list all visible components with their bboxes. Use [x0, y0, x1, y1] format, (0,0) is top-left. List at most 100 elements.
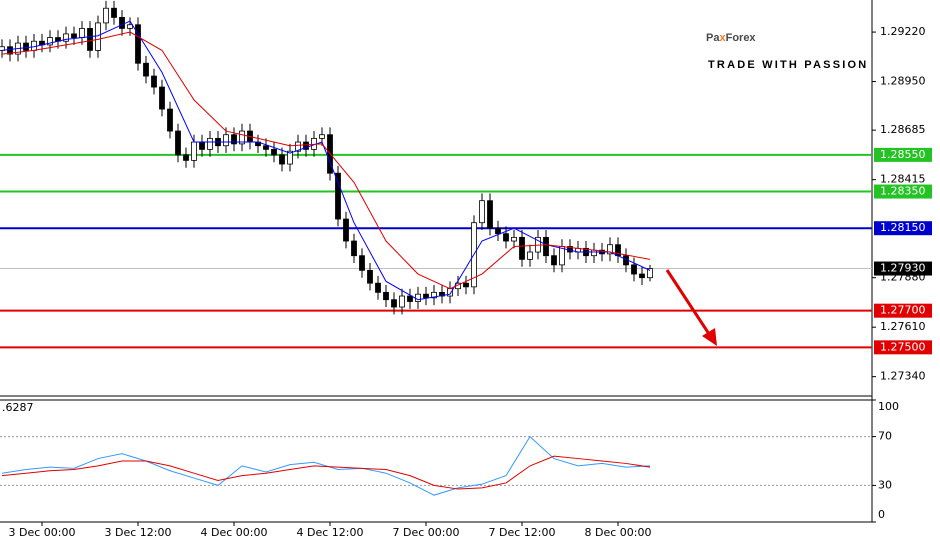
- candle-body: [239, 130, 245, 145]
- level-box: [874, 340, 932, 355]
- candle-body: [7, 46, 13, 55]
- candle-body: [271, 148, 277, 156]
- candle-body: [223, 134, 229, 147]
- candle-body: [375, 282, 381, 293]
- candle-body: [479, 200, 485, 224]
- line-series: [1, 20, 651, 301]
- y-tick-label: 1.28685: [880, 123, 926, 136]
- level-box: [874, 184, 932, 199]
- x-tick-label: 3 Dec 00:00: [9, 526, 76, 539]
- candle-body: [367, 269, 373, 284]
- candle-body: [559, 246, 565, 266]
- candle-body: [303, 141, 309, 150]
- level-box: [874, 147, 932, 162]
- logo-text: PaxForex: [706, 32, 756, 44]
- candle-body: [135, 24, 141, 64]
- y-tick-label: 1.27610: [880, 320, 926, 333]
- logo-part: Forex: [726, 32, 757, 44]
- candle-body: [103, 7, 109, 24]
- forecast-arrow: [665, 269, 717, 346]
- candle-body: [407, 295, 413, 302]
- candle-body: [431, 291, 437, 299]
- current-price-label: 1.27930: [880, 262, 926, 275]
- osc-tick-label: 100: [878, 400, 899, 413]
- candle-body: [279, 154, 285, 165]
- candle-body: [191, 141, 197, 161]
- arrow-head: [702, 328, 717, 346]
- candle-body: [127, 24, 133, 29]
- candle-body: [167, 108, 173, 132]
- candle-body: [495, 227, 501, 235]
- candle-body: [399, 295, 405, 308]
- logo-part: Pa: [706, 32, 720, 44]
- candle-body: [543, 236, 549, 257]
- candle-body: [111, 7, 117, 18]
- level-box: [874, 303, 932, 318]
- candle-body: [607, 244, 613, 255]
- logo-part: x: [719, 32, 726, 44]
- level-label: 1.28550: [880, 148, 926, 161]
- logo: PaxForex TRADE WITH PASSION: [706, 32, 868, 71]
- candle-body: [47, 37, 53, 46]
- candle-body: [519, 236, 525, 260]
- candle-body: [31, 40, 37, 51]
- line-series: [1, 31, 651, 290]
- level-label: 1.28150: [880, 221, 926, 234]
- y-tick-label: 1.28950: [880, 75, 926, 88]
- line-series: [1, 455, 651, 490]
- candle-body: [423, 293, 429, 299]
- candle-body: [23, 42, 29, 51]
- osc-label: .6287: [2, 401, 34, 414]
- y-tick-label: 1.27340: [880, 370, 926, 383]
- candle-body: [463, 282, 469, 288]
- candle-body: [287, 150, 293, 165]
- candle-body: [95, 22, 101, 51]
- candle-body: [295, 141, 301, 152]
- candle-body: [79, 28, 85, 38]
- y-tick-label: 1.28415: [880, 173, 926, 186]
- osc-tick-label: 0: [878, 508, 885, 521]
- current-price-box: [874, 261, 932, 276]
- candle-body: [639, 273, 645, 279]
- x-tick-label: 3 Dec 12:00: [105, 526, 172, 539]
- candle-body: [151, 75, 157, 88]
- osc-tick-label: 70: [878, 430, 892, 443]
- candle-body: [511, 236, 517, 242]
- y-tick-label: 1.29220: [880, 25, 926, 38]
- candle-body: [383, 291, 389, 301]
- candle-body: [343, 218, 349, 242]
- candle-body: [119, 17, 125, 29]
- candle-body: [359, 255, 365, 271]
- level-box: [874, 221, 932, 236]
- candle-body: [591, 249, 597, 257]
- candle-body: [231, 134, 237, 145]
- candle-body: [503, 233, 509, 242]
- candle-body: [647, 268, 653, 279]
- candle-body: [175, 130, 181, 156]
- candle-body: [415, 293, 421, 302]
- level-label: 1.27500: [880, 340, 926, 353]
- line-series: [1, 435, 651, 496]
- arrow-shaft: [665, 269, 713, 338]
- level-label: 1.28350: [880, 185, 926, 198]
- x-tick-label: 4 Dec 12:00: [297, 526, 364, 539]
- candle-body: [631, 264, 637, 275]
- candle-body: [183, 154, 189, 161]
- level-label: 1.27700: [880, 304, 926, 317]
- x-tick-label: 7 Dec 00:00: [393, 526, 460, 539]
- candle-body: [335, 172, 341, 220]
- candle-body: [551, 255, 557, 266]
- x-tick-label: 7 Dec 12:00: [489, 526, 556, 539]
- logo-tagline: TRADE WITH PASSION: [708, 59, 868, 71]
- candle-body: [71, 33, 77, 38]
- osc-tick-label: 30: [878, 478, 892, 491]
- candle-body: [159, 86, 165, 110]
- candle-body: [63, 33, 69, 42]
- candle-body: [319, 134, 325, 139]
- x-tick-label: 8 Dec 00:00: [585, 526, 652, 539]
- candle-body: [391, 299, 397, 308]
- x-tick-label: 4 Dec 00:00: [201, 526, 268, 539]
- candle-body: [351, 240, 357, 257]
